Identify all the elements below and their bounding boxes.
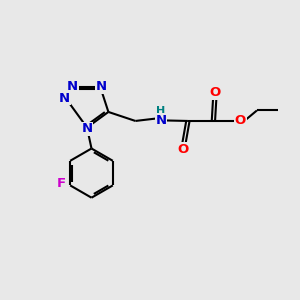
Text: O: O	[178, 143, 189, 156]
Text: N: N	[59, 92, 70, 104]
Text: N: N	[155, 114, 167, 127]
Text: N: N	[67, 80, 78, 93]
Text: O: O	[235, 115, 246, 128]
Text: N: N	[96, 80, 107, 93]
Text: O: O	[209, 86, 220, 99]
Text: H: H	[156, 106, 166, 116]
Text: F: F	[57, 177, 66, 190]
Text: N: N	[81, 122, 93, 136]
